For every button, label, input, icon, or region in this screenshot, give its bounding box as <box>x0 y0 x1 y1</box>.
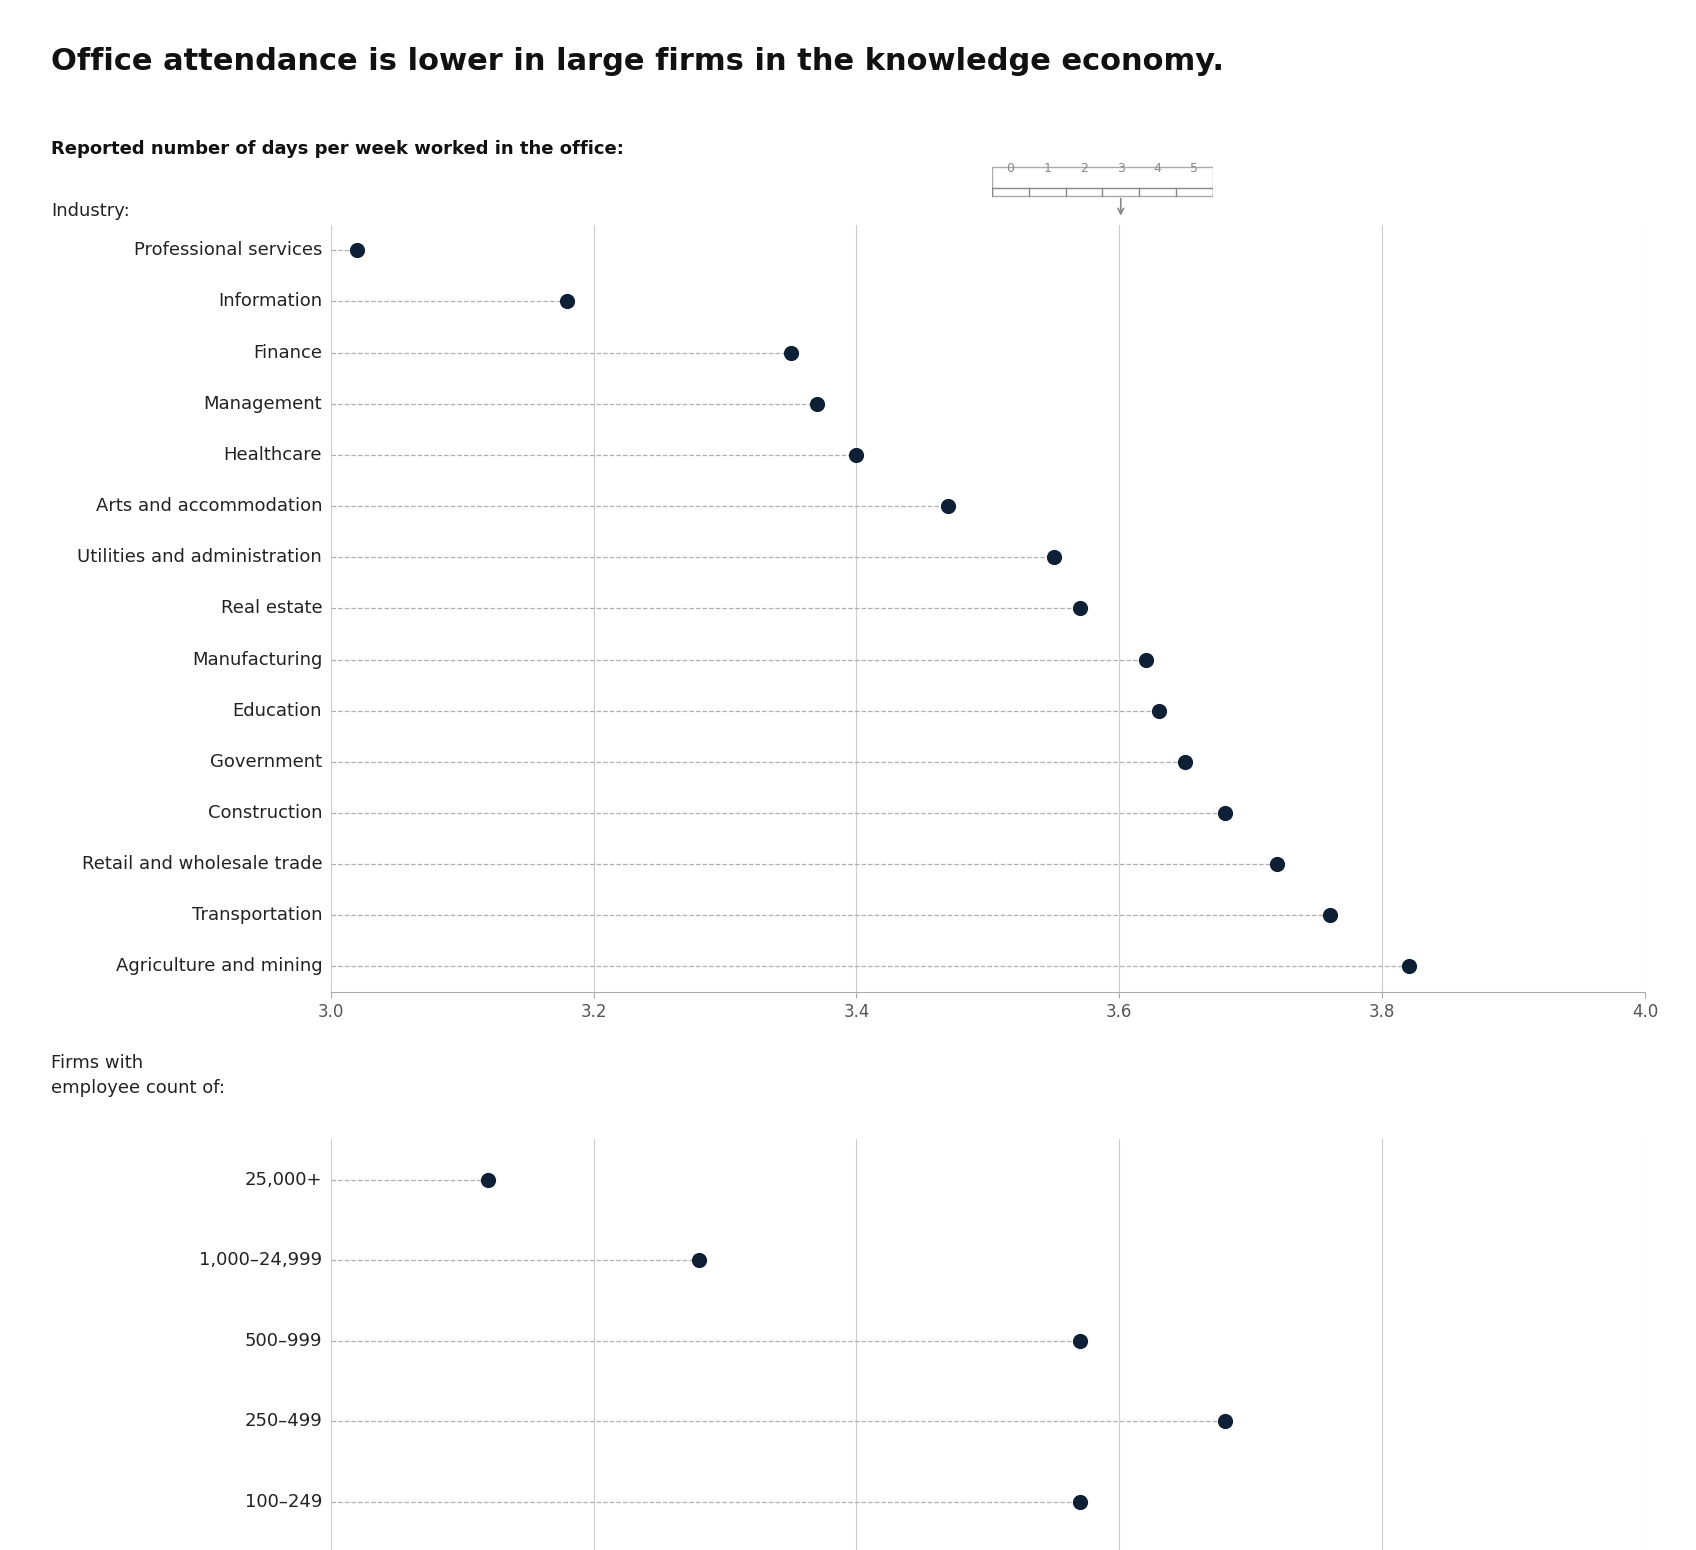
Bar <box>992 167 1213 195</box>
Text: Retail and wholesale trade: Retail and wholesale trade <box>81 856 322 873</box>
Text: Construction: Construction <box>207 804 322 822</box>
Point <box>1316 902 1343 927</box>
Point <box>553 288 580 313</box>
Text: Management: Management <box>204 395 322 412</box>
Point <box>1067 1328 1094 1353</box>
Point <box>1264 853 1291 877</box>
Text: 250–499: 250–499 <box>244 1412 322 1431</box>
Text: 25,000+: 25,000+ <box>244 1170 322 1189</box>
Text: Firms with
employee count of:: Firms with employee count of: <box>51 1054 226 1097</box>
Text: 5: 5 <box>1191 163 1199 175</box>
Point <box>344 237 371 262</box>
Text: 500–999: 500–999 <box>244 1331 322 1350</box>
Text: Transportation: Transportation <box>192 907 322 924</box>
Point <box>804 392 831 417</box>
Text: Reported number of days per week worked in the office:: Reported number of days per week worked … <box>51 140 624 158</box>
Point <box>1133 648 1160 673</box>
Text: 0: 0 <box>1006 163 1014 175</box>
Point <box>843 443 870 468</box>
Text: Industry:: Industry: <box>51 202 129 220</box>
Point <box>1067 595 1094 620</box>
Text: Government: Government <box>210 753 322 770</box>
Text: Office attendance is lower in large firms in the knowledge economy.: Office attendance is lower in large firm… <box>51 46 1225 76</box>
Point <box>777 341 804 366</box>
Text: 2: 2 <box>1080 163 1087 175</box>
Text: 4: 4 <box>1153 163 1162 175</box>
Text: Professional services: Professional services <box>134 242 322 259</box>
Point <box>1040 544 1067 569</box>
Point <box>1067 1490 1094 1514</box>
Text: 1: 1 <box>1043 163 1052 175</box>
Text: Information: Information <box>219 293 322 310</box>
Point <box>1211 1409 1238 1434</box>
Point <box>1394 953 1421 980</box>
Point <box>685 1248 712 1273</box>
Text: Utilities and administration: Utilities and administration <box>78 549 322 566</box>
Point <box>475 1167 502 1192</box>
Point <box>934 493 962 518</box>
Text: Real estate: Real estate <box>220 600 322 617</box>
Point <box>1172 749 1199 773</box>
Text: Arts and accommodation: Arts and accommodation <box>95 498 322 515</box>
Text: Education: Education <box>232 702 322 719</box>
Text: Manufacturing: Manufacturing <box>192 651 322 668</box>
Text: 100–249: 100–249 <box>244 1493 322 1511</box>
Text: 1,000–24,999: 1,000–24,999 <box>198 1251 322 1269</box>
Point <box>1145 698 1172 722</box>
Text: 3: 3 <box>1118 163 1124 175</box>
Text: Healthcare: Healthcare <box>224 446 322 463</box>
Text: Finance: Finance <box>253 344 322 361</box>
Text: Agriculture and mining: Agriculture and mining <box>115 958 322 975</box>
Point <box>1211 800 1238 825</box>
